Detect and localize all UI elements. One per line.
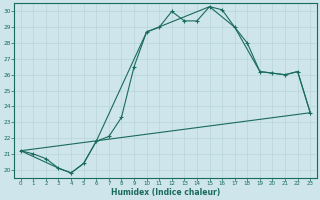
X-axis label: Humidex (Indice chaleur): Humidex (Indice chaleur) [111,188,220,197]
